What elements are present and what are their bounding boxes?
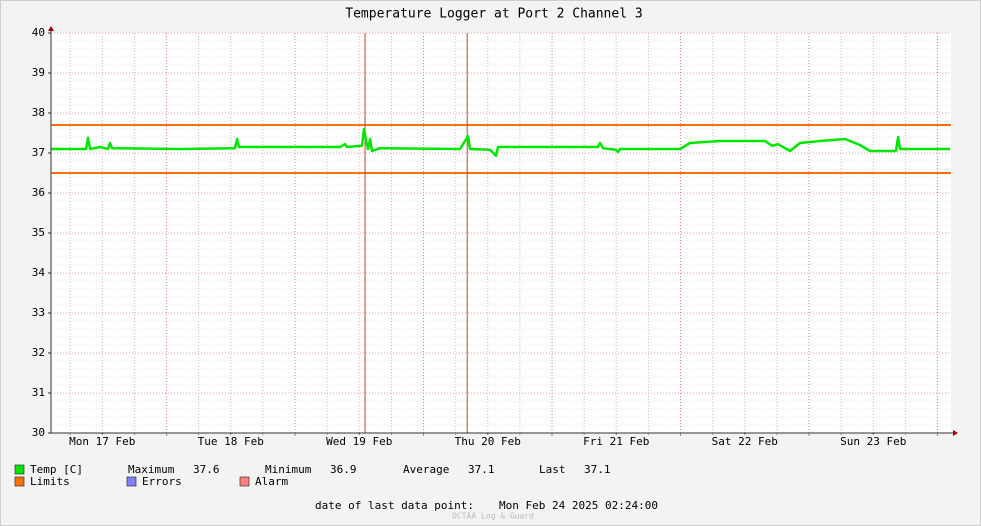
y-tick-label: 34 [32, 266, 46, 279]
y-tick-label: 38 [32, 106, 45, 119]
stat-label: Last [539, 463, 566, 476]
x-tick-label: Sat 22 Feb [712, 435, 778, 448]
chart-title: Temperature Logger at Port 2 Channel 3 [345, 7, 642, 22]
legend-swatch [14, 476, 25, 487]
legend-swatch [14, 464, 25, 475]
legend-swatch [126, 476, 137, 487]
x-tick-label: Fri 21 Feb [583, 435, 649, 448]
y-tick-label: 30 [32, 426, 45, 439]
stat-label: Minimum [265, 463, 312, 476]
x-tick-label: Tue 18 Feb [198, 435, 264, 448]
watermark: OCTAA Log & Guard [452, 512, 534, 521]
stat-value: 36.9 [330, 463, 357, 476]
stat-value: 37.1 [584, 463, 611, 476]
y-tick-label: 40 [32, 26, 45, 39]
grid [51, 32, 951, 434]
footer-value: Mon Feb 24 2025 02:24:00 [499, 499, 658, 512]
x-tick-label: Sun 23 Feb [840, 435, 906, 448]
stat-label: Maximum [128, 463, 175, 476]
marks [51, 33, 951, 433]
legend-label: Temp [C] [30, 463, 83, 476]
x-tick-label: Thu 20 Feb [455, 435, 521, 448]
footer-label: date of last data point: [315, 499, 474, 512]
temp-line [51, 127, 950, 158]
y-tick-label: 36 [32, 186, 45, 199]
y-tick-label: 31 [32, 386, 45, 399]
y-tick-label: 33 [32, 306, 45, 319]
legend-label: Alarm [255, 475, 288, 488]
legend-label: Errors [142, 475, 182, 488]
legend-label: Limits [30, 475, 70, 488]
y-tick-label: 32 [32, 346, 45, 359]
stat-value: 37.6 [193, 463, 220, 476]
x-arrow [953, 430, 958, 436]
legend: Temp [C] Maximum 37.6 Minimum 36.9 Average 37.… [14, 463, 658, 521]
stat-value: 37.1 [468, 463, 495, 476]
x-tick-label: Mon 17 Feb [69, 435, 135, 448]
y-tick-label: 39 [32, 66, 45, 79]
axes: 30 31 32 33 34 35 36 37 38 39 40 Mon 17 Feb Tue 18 F… [32, 26, 958, 448]
y-arrow [48, 26, 54, 31]
y-tick-label: 37 [32, 146, 45, 159]
legend-swatch [239, 476, 250, 487]
stat-label: Average [403, 463, 449, 476]
x-tick-label: Wed 19 Feb [326, 435, 392, 448]
y-tick-label: 35 [32, 226, 45, 239]
